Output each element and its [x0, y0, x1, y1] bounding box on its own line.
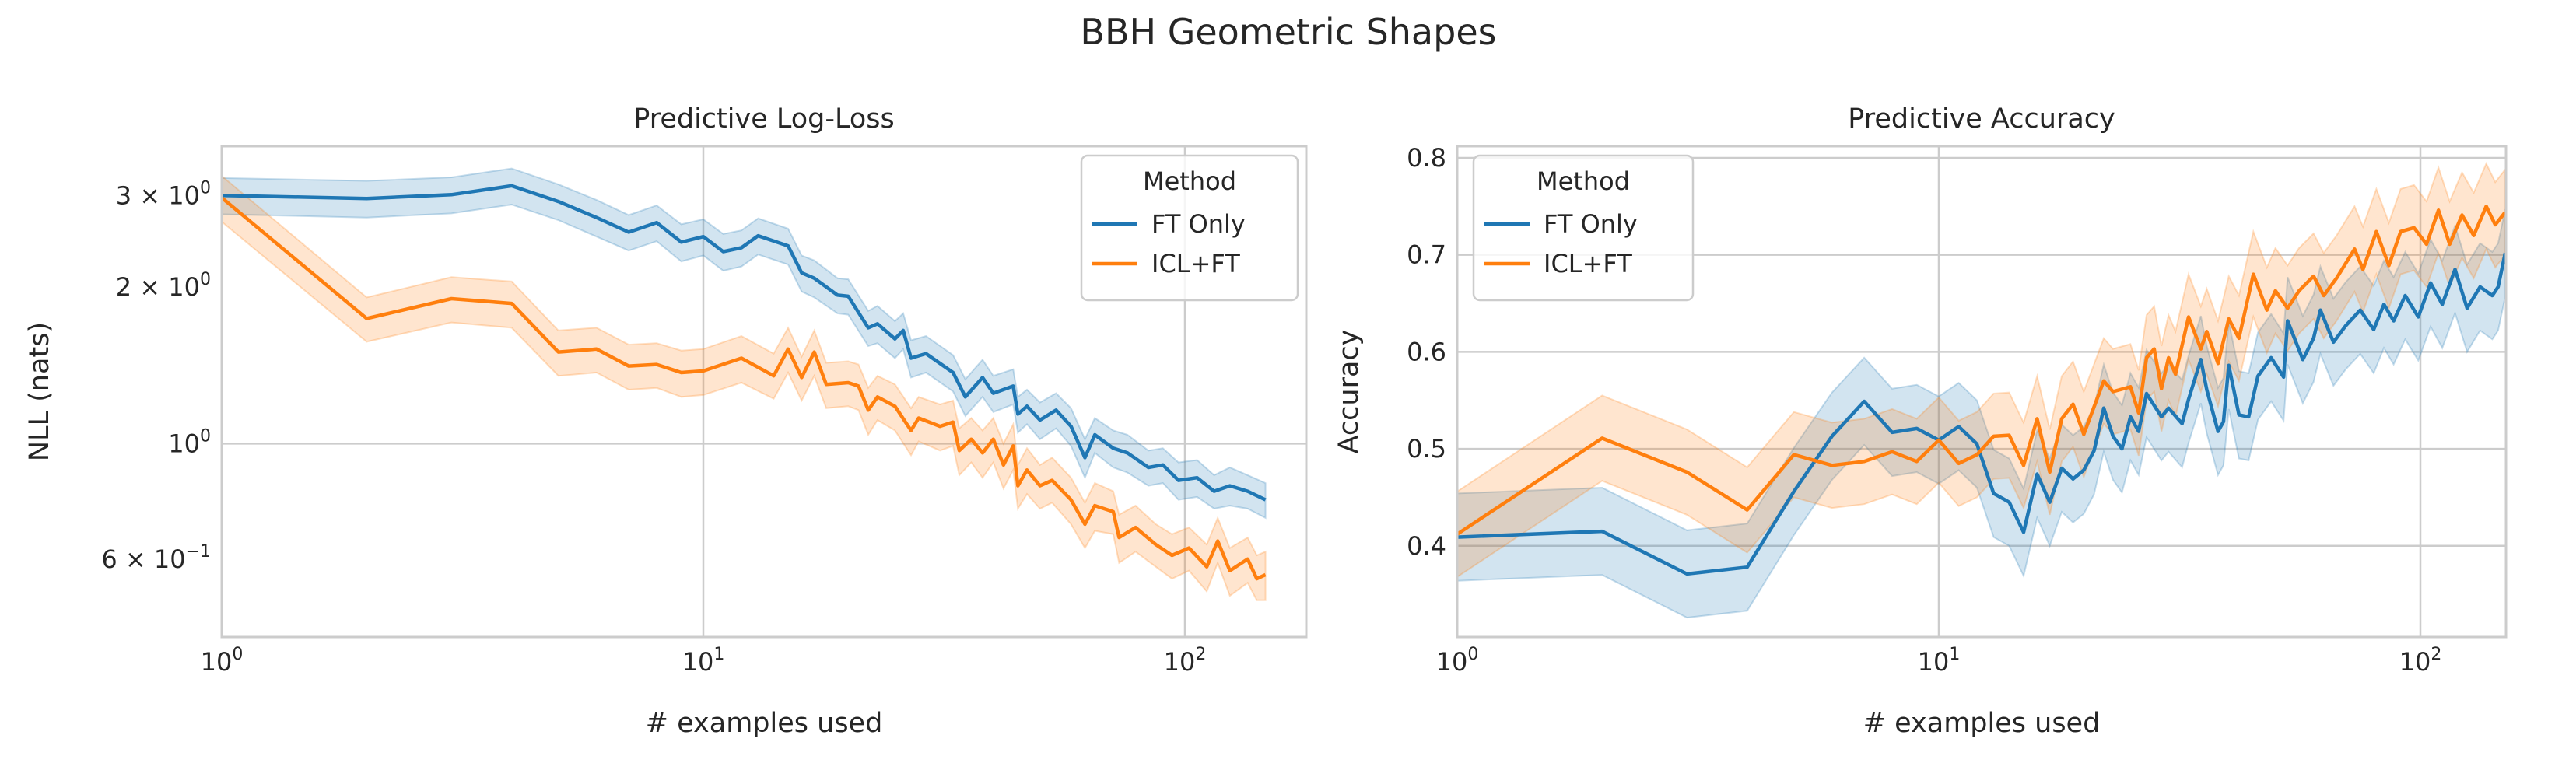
x-tick-label: 100 — [201, 645, 244, 677]
y-tick-mantissa: 2 × — [116, 272, 169, 302]
y-tick-label: 0.7 — [1407, 240, 1446, 270]
series-line-icl-ft — [1457, 205, 2506, 536]
x-axis-label: # examples used — [646, 708, 883, 739]
axes-title: Predictive Accuracy — [1848, 103, 2115, 135]
series-line-ft-only — [1457, 252, 2506, 576]
x-tick-label: 102 — [1164, 645, 1207, 677]
x-tick-exponent: 0 — [1467, 645, 1478, 664]
y-tick-exponent: 0 — [200, 426, 211, 446]
x-tick-base: 10 — [1436, 647, 1468, 677]
legend-label: ICL+FT — [1544, 249, 1632, 278]
x-tick-base: 10 — [682, 647, 714, 677]
axes-title: Predictive Log-Loss — [633, 103, 895, 135]
y-tick-label: 0.4 — [1407, 531, 1446, 561]
x-tick-base: 10 — [1918, 647, 1950, 677]
x-tick-exponent: 2 — [1195, 645, 1206, 664]
y-axis-label: NLL (nats) — [24, 322, 55, 461]
y-tick-base: 10 — [168, 180, 200, 210]
y-tick-label: 100 — [168, 426, 211, 458]
x-tick-label: 102 — [2399, 645, 2442, 677]
y-tick-label: 3 × 100 — [116, 178, 211, 210]
legend-label: ICL+FT — [1151, 249, 1240, 278]
axes-frame — [220, 145, 1308, 639]
legend-title: Method — [1537, 166, 1630, 196]
x-tick-exponent: 2 — [2431, 645, 2441, 664]
ci-band-ft-only — [222, 167, 1267, 520]
ci-band-icl-ft — [222, 174, 1267, 601]
legend-label: FT Only — [1151, 209, 1246, 239]
x-tick-label: 101 — [1918, 645, 1961, 677]
x-tick-label: 100 — [1436, 645, 1479, 677]
y-tick-label: 0.5 — [1407, 434, 1446, 464]
axes-frame — [1456, 145, 2508, 639]
y-tick-label: 6 × 10−1 — [101, 542, 211, 574]
legend: Method FT Only ICL+FT — [1472, 154, 1695, 302]
y-tick-label: 0.6 — [1407, 337, 1446, 366]
y-tick-exponent: 0 — [200, 270, 211, 289]
y-tick-label: 2 × 100 — [116, 270, 211, 302]
y-axis-label: Accuracy — [1334, 330, 1365, 454]
legend-label: FT Only — [1544, 209, 1638, 239]
series-line-ft-only — [222, 184, 1267, 502]
x-tick-exponent: 1 — [713, 645, 724, 664]
y-tick-base: 10 — [168, 429, 200, 458]
x-tick-base: 10 — [2399, 647, 2431, 677]
x-tick-exponent: 1 — [1949, 645, 1960, 664]
y-tick-base: 10 — [154, 544, 186, 574]
legend: Method FT Only ICL+FT — [1080, 154, 1299, 302]
y-tick-base: 10 — [168, 272, 200, 302]
y-tick-mantissa: 3 × — [116, 180, 169, 210]
y-tick-exponent: −1 — [186, 542, 211, 562]
y-tick-mantissa: 6 × — [101, 544, 154, 574]
x-tick-exponent: 0 — [232, 645, 243, 664]
x-axis-label: # examples used — [1863, 708, 2101, 739]
x-tick-base: 10 — [201, 647, 233, 677]
y-tick-exponent: 0 — [200, 178, 211, 198]
legend-title: Method — [1143, 166, 1236, 196]
x-tick-label: 101 — [682, 645, 725, 677]
x-tick-base: 10 — [1164, 647, 1196, 677]
series-line-icl-ft — [222, 196, 1267, 581]
figure-title: BBH Geometric Shapes — [1080, 11, 1496, 53]
y-tick-label: 0.8 — [1407, 143, 1446, 173]
